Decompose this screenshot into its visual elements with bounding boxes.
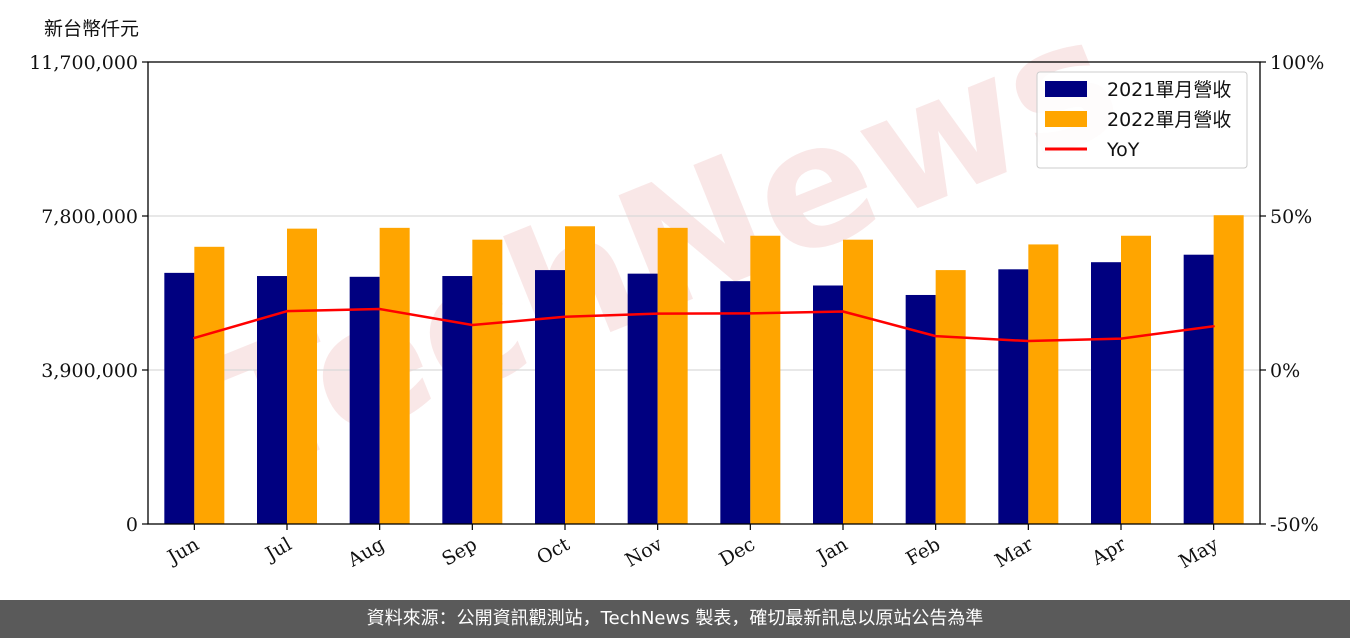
bar-2021-nov bbox=[627, 273, 658, 524]
bar-2021-mar bbox=[998, 269, 1029, 524]
yoy-line bbox=[193, 307, 1214, 343]
x-tick-label: Feb bbox=[902, 533, 944, 570]
y-axis-unit-label: 新台幣仟元 bbox=[44, 18, 140, 40]
right-tick-label: 50% bbox=[1270, 206, 1312, 228]
bar-2022-jan bbox=[843, 239, 873, 524]
yoy-point-sep bbox=[471, 323, 474, 327]
left-tick-label: 11,700,000 bbox=[29, 52, 138, 74]
yoy-point-oct bbox=[563, 315, 567, 318]
x-tick-label: Jul bbox=[260, 533, 295, 566]
legend-box bbox=[1036, 71, 1248, 169]
x-tick-label: Jun bbox=[162, 533, 203, 569]
legend-label-2: YoY bbox=[1106, 139, 1140, 161]
left-tick-label: 0 bbox=[126, 514, 138, 536]
bar-2021-dec bbox=[720, 281, 751, 524]
bar-2022-aug bbox=[379, 227, 410, 524]
bar-2021-aug bbox=[349, 276, 380, 524]
x-tick-label: Nov bbox=[622, 533, 667, 572]
bar-2022-jul bbox=[287, 228, 317, 524]
bar-2022-sep bbox=[472, 239, 503, 524]
right-tick-label: -50% bbox=[1270, 514, 1319, 536]
bar-2022-apr bbox=[1121, 235, 1151, 524]
x-tick-label: Dec bbox=[716, 533, 759, 571]
legend: 2021單月營收 2022單月營收 YoY bbox=[1036, 71, 1248, 169]
yoy-line-series bbox=[193, 307, 1215, 343]
x-tick-label: Jan bbox=[812, 533, 852, 569]
x-tick-label: Mar bbox=[991, 533, 1037, 572]
x-tick-label: Oct bbox=[533, 533, 574, 569]
left-tick-label: 3,900,000 bbox=[41, 360, 138, 382]
source-footer: 資料來源：公開資訊觀測站，TechNews 製表，確切最新訊息以原站公告為準 bbox=[0, 600, 1350, 638]
yoy-point-aug bbox=[378, 307, 381, 311]
bar-2021-may bbox=[1183, 254, 1214, 524]
legend-label-0: 2021單月營收 bbox=[1107, 79, 1231, 101]
bar-2021-oct bbox=[535, 270, 565, 524]
bar-2022-oct bbox=[565, 226, 595, 524]
x-tick-label: Sep bbox=[438, 533, 481, 570]
left-tick-label: 7,800,000 bbox=[41, 206, 138, 228]
gridlines bbox=[148, 215, 1260, 371]
plot-frame bbox=[147, 61, 1261, 525]
yoy-point-feb bbox=[934, 334, 937, 338]
right-tick-label: 0% bbox=[1270, 360, 1300, 382]
bar-2022-feb bbox=[935, 270, 966, 524]
x-tick-label: May bbox=[1175, 533, 1222, 573]
legend-label-1: 2022單月營收 bbox=[1107, 109, 1231, 131]
bar-2022-nov bbox=[657, 227, 688, 524]
yoy-point-jul bbox=[285, 309, 289, 313]
revenue-chart: TechNews 03,900,0007,800,00011,700,000-5… bbox=[29, 0, 1324, 573]
legend-swatch-1 bbox=[1045, 111, 1087, 127]
bar-2022-mar bbox=[1028, 244, 1059, 524]
legend-swatch-0 bbox=[1045, 81, 1087, 97]
right-tick-label: 100% bbox=[1270, 52, 1324, 74]
bar-2022-dec bbox=[750, 235, 781, 524]
yoy-point-jun bbox=[193, 336, 196, 340]
x-tick-label: Aug bbox=[343, 533, 388, 572]
yoy-point-mar bbox=[1027, 339, 1030, 343]
bar-2021-jun bbox=[164, 272, 195, 524]
yoy-point-dec bbox=[749, 312, 752, 315]
bar-2021-jan bbox=[813, 285, 843, 524]
yoy-point-may bbox=[1212, 325, 1215, 328]
yoy-point-apr bbox=[1119, 337, 1123, 340]
yoy-point-nov bbox=[656, 312, 659, 315]
bar-2021-apr bbox=[1091, 262, 1121, 524]
yoy-point-jan bbox=[841, 310, 845, 313]
bar-2021-sep bbox=[442, 276, 473, 524]
x-tick-label: Apr bbox=[1087, 533, 1130, 570]
bar-2022-jun bbox=[194, 246, 225, 525]
bar-2022-may bbox=[1213, 215, 1244, 524]
